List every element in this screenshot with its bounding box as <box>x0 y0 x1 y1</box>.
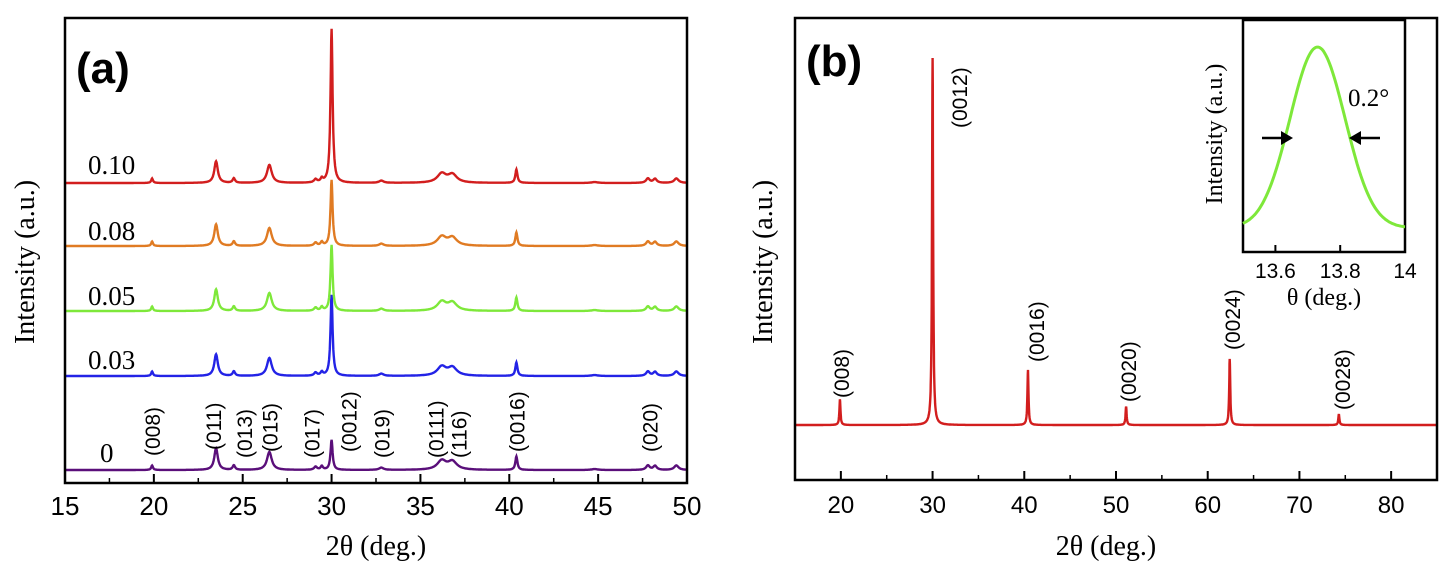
panel-a: 15 20 25 30 35 40 45 50 (008) (011) (013) (015) (01… <box>10 16 702 562</box>
inset-ylabel: Intensity (a.u.) <box>1202 64 1228 205</box>
panel-b-x-tick-label: 80 <box>1378 492 1405 519</box>
panel-a-peak-label: (008) <box>142 407 165 456</box>
panel-a-x-tick-label: 30 <box>317 491 346 521</box>
panel-a-series-label: 0.08 <box>88 216 135 246</box>
panel-b-frame <box>793 16 1439 482</box>
panel-a-peak-label: (019) <box>371 409 394 458</box>
panel-a-peak-label: (017) <box>301 409 324 458</box>
panel-a-series-line <box>65 179 687 248</box>
inset-curve <box>1242 45 1406 229</box>
panel-b-x-tick-label: 40 <box>1011 492 1038 519</box>
panel-a-x-tick-label: 25 <box>228 491 257 521</box>
inset-right-arrowhead <box>1349 131 1361 145</box>
panel-b-peak-label: (008) <box>831 349 854 398</box>
inset-ticks: 13.6 13.8 14 <box>1255 245 1417 283</box>
panel-a-series-line <box>65 294 687 378</box>
panel-a-ticks: 15 20 25 30 35 40 45 50 <box>51 474 702 521</box>
panel-a-traces <box>65 28 687 472</box>
panel-a-x-tick-label: 45 <box>584 491 613 521</box>
panel-a-peak-label: (013) <box>234 409 257 458</box>
panel-b-xlabel: 2θ (deg.) <box>1056 531 1157 562</box>
panel-a-x-tick-label: 40 <box>495 491 524 521</box>
inset-fwhm-arrows <box>1262 131 1380 145</box>
panel-a-x-tick-label: 15 <box>51 491 80 521</box>
panel-a-label: (a) <box>76 44 130 93</box>
panel-b-label: (b) <box>806 37 862 86</box>
panel-a-peak-label: (0016) <box>506 391 529 452</box>
panel-b: 20 30 40 50 60 70 80 (008)(0012)(0016)(0020)(0… <box>748 16 1439 562</box>
panel-b-peak-label: (0016) <box>1026 301 1049 362</box>
panel-a-series-label: 0.05 <box>88 281 135 311</box>
inset-left-arrowhead <box>1281 131 1293 145</box>
panel-b-ticks: 20 30 40 50 60 70 80 <box>828 471 1405 519</box>
panel-b-peak-label: (0024) <box>1222 289 1245 350</box>
panel-a-series-label: 0 <box>100 438 114 468</box>
panel-b-peak-labels: (008) (0012) (0016) (0020) (0024) (0028) <box>831 67 1355 410</box>
panel-b-trace <box>795 57 1437 427</box>
panel-a-peak-label: (0111) <box>426 400 449 458</box>
panel-b-x-tick-label: 60 <box>1194 492 1221 519</box>
panel-a-x-tick-label: 20 <box>139 491 168 521</box>
panel-a-peak-label: (015) <box>259 403 282 452</box>
inset-annotation: 0.2° <box>1348 85 1389 112</box>
panel-b-x-tick-label: 30 <box>919 492 946 519</box>
panel-b-x-tick-label: 50 <box>1103 492 1130 519</box>
panel-a-peak-label: (020) <box>640 403 663 452</box>
panel-a-peak-labels: (008) (011) (013) (015) (017) (0012) (019) (011… <box>142 391 663 458</box>
inset-xlabel: θ (deg.) <box>1287 285 1361 311</box>
panel-a-ylabel: Intensity (a.u.) <box>10 180 41 344</box>
panel-b-series-line <box>795 57 1437 427</box>
panel-a-x-tick-label: 50 <box>673 491 702 521</box>
panel-a-frame <box>63 16 689 485</box>
panel-b-inset: 13.6 13.8 14 0.2° Intensity (a.u.) θ (deg.… <box>1202 18 1417 311</box>
panel-a-xlabel: 2θ (deg.) <box>326 531 427 562</box>
panel-a-peak-label: (011) <box>203 403 226 450</box>
inset-x-tick-label: 14 <box>1393 260 1417 283</box>
panel-a-series-label: 0.03 <box>88 345 135 375</box>
panel-b-peak-label: (0012) <box>949 67 972 128</box>
panel-a-series-line <box>65 28 687 185</box>
panel-a-series-label: 0.10 <box>88 150 135 180</box>
panel-a-peak-label: (116) <box>449 411 472 458</box>
panel-b-peak-label: (0028) <box>1332 349 1355 410</box>
inset-series-line <box>1242 45 1406 229</box>
inset-x-tick-label: 13.6 <box>1255 260 1296 283</box>
panel-a-series-labels: 0 0.03 0.05 0.08 0.10 <box>88 150 135 468</box>
panel-a-x-tick-label: 35 <box>406 491 435 521</box>
panel-a-series-line <box>65 244 687 313</box>
panel-b-peak-label: (0020) <box>1118 341 1141 402</box>
inset-x-tick-label: 13.8 <box>1320 260 1361 283</box>
panel-a-peak-label: (0012) <box>339 391 362 452</box>
panel-a-series-line <box>65 439 687 472</box>
panel-b-x-tick-label: 20 <box>828 492 855 519</box>
panel-b-x-tick-label: 70 <box>1286 492 1313 519</box>
panel-b-ylabel: Intensity (a.u.) <box>748 180 779 344</box>
